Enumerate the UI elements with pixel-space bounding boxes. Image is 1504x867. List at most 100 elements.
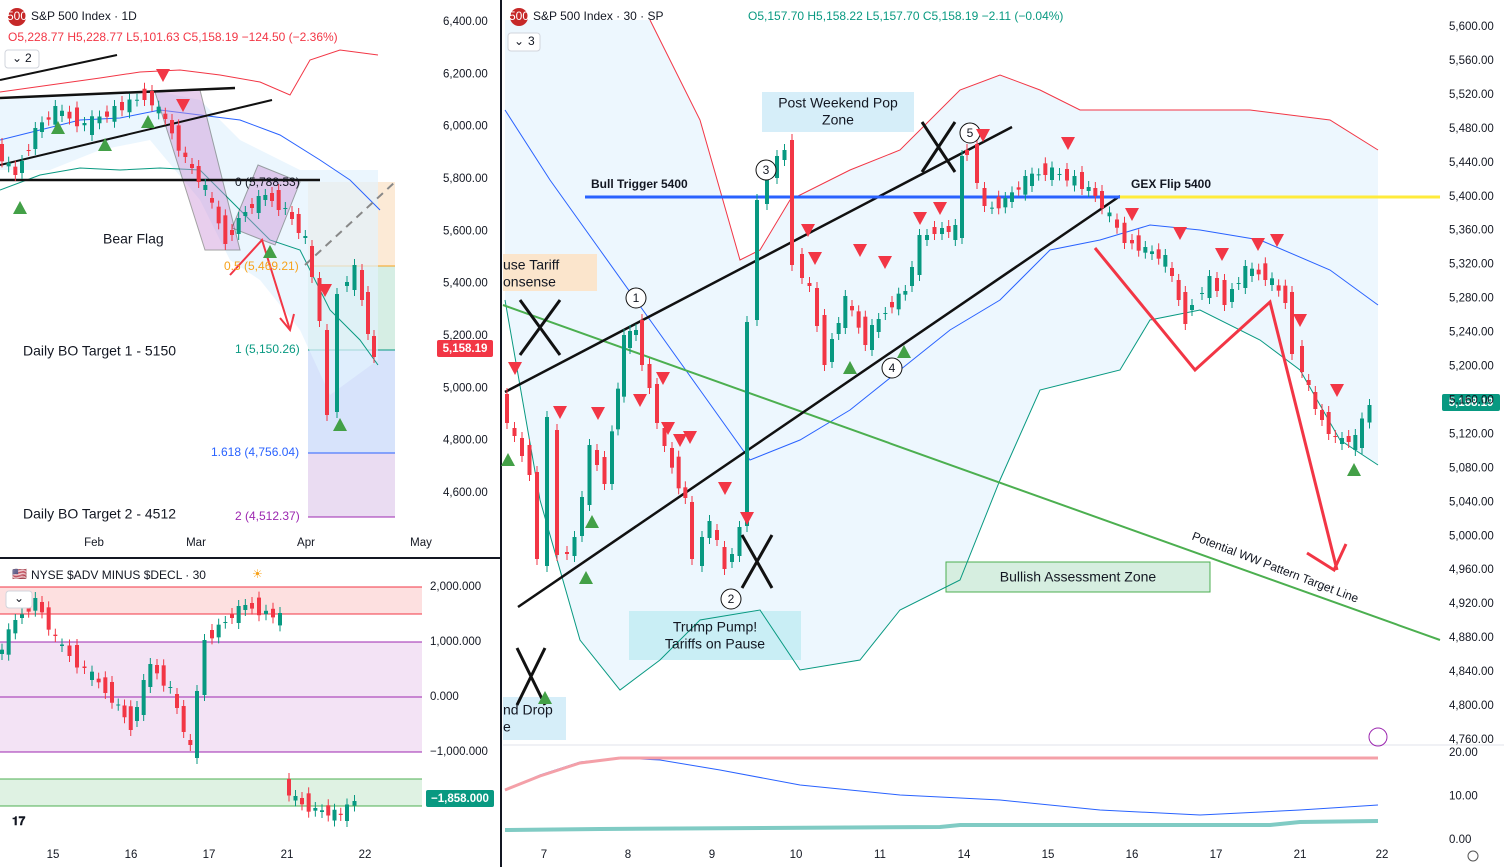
title: NYSE $ADV MINUS $DECL · 30 — [31, 568, 206, 582]
indicator-toggle[interactable] — [507, 32, 541, 52]
candle — [715, 530, 719, 540]
lower-line — [504, 819, 1379, 832]
candle — [1016, 187, 1021, 190]
candle — [116, 704, 121, 706]
candle — [595, 450, 599, 465]
wave-label: 1 — [633, 291, 640, 305]
candle — [320, 810, 324, 812]
candle — [60, 110, 64, 116]
candle — [1230, 289, 1234, 302]
value-badge-text: −1,858.000 — [431, 793, 489, 805]
fib-label: 2 (4,512.37) — [235, 509, 300, 523]
fib-label: 1 (5,150.26) — [235, 342, 300, 356]
axis-label: 0.000 — [430, 691, 459, 703]
candle — [230, 230, 234, 235]
candle — [1200, 293, 1204, 294]
ohlc-value: H5,228.77 — [67, 30, 123, 44]
settings-icon[interactable] — [1467, 850, 1479, 862]
candle — [932, 227, 937, 234]
time-label: 16 — [125, 849, 138, 861]
buy-signal — [1347, 463, 1361, 476]
time-label: 14 — [958, 849, 971, 861]
candle — [722, 547, 727, 569]
candle — [352, 801, 357, 806]
candle — [75, 645, 79, 668]
time-label: 15 — [47, 849, 60, 861]
candle — [53, 634, 58, 636]
buy-signal — [501, 453, 515, 466]
candle — [1100, 191, 1104, 209]
candle — [256, 196, 261, 213]
sell-signal — [801, 224, 815, 237]
candle — [1270, 278, 1274, 285]
candle — [616, 388, 620, 430]
indicator-count[interactable]: 2 — [25, 51, 32, 65]
candle — [683, 487, 688, 498]
time-label: 15 — [1042, 849, 1055, 861]
candle — [1250, 268, 1254, 276]
axis-label: 5,600.00 — [443, 225, 488, 237]
trend-line — [0, 99, 273, 166]
candle — [183, 152, 188, 157]
sell-signal — [656, 372, 670, 385]
candle — [75, 107, 79, 127]
candle — [53, 106, 58, 125]
candle — [903, 291, 908, 295]
axis-label: 5,400.00 — [443, 278, 488, 290]
candle — [745, 322, 749, 526]
candle — [1107, 212, 1112, 217]
time-label: 8 — [625, 849, 631, 861]
arrow-head — [279, 313, 295, 333]
candle — [960, 156, 964, 238]
candle — [223, 622, 228, 623]
ohlc-value: H5,158.22 — [807, 9, 863, 23]
candle — [587, 445, 592, 505]
sell-signal — [1270, 234, 1284, 247]
sell-signal — [976, 129, 990, 142]
band-fill — [0, 90, 378, 395]
candle — [1367, 405, 1372, 423]
candle — [535, 472, 539, 559]
sell-signal — [1251, 238, 1265, 251]
candle — [1256, 269, 1261, 275]
candle — [196, 166, 201, 182]
candle — [815, 288, 819, 326]
ohlc-value: O5,228.77 — [8, 30, 64, 44]
right-chart: 1 2 3 4 5 Post Weekend Pop Zone Bull Trigger… — [502, 8, 1504, 862]
band-middle — [504, 109, 1379, 461]
candle — [155, 665, 159, 674]
trend-line — [0, 86, 236, 100]
candle — [90, 671, 94, 680]
candle — [306, 793, 311, 812]
candle — [135, 99, 139, 101]
arrow-head — [1306, 543, 1348, 573]
indicator-toggle[interactable] — [4, 49, 40, 69]
wave-circle — [625, 287, 647, 309]
axis-label: 5,280.00 — [1449, 293, 1494, 305]
candle — [622, 335, 626, 397]
projection — [304, 181, 396, 266]
buy-signal — [98, 138, 112, 151]
sell-signal — [853, 244, 867, 257]
sell-signal — [1293, 314, 1307, 327]
annotation: Trump Pump! — [673, 619, 757, 635]
annotation: Daily BO Target 2 - 4512 — [23, 506, 176, 522]
ohlc-value: L5,101.63 — [126, 30, 180, 44]
candle — [655, 384, 659, 423]
indicator-count[interactable]: 3 — [528, 34, 535, 48]
candle — [505, 394, 509, 423]
candle — [33, 128, 38, 149]
alert-icon[interactable] — [1368, 727, 1388, 747]
icon-text: 500 — [7, 9, 27, 23]
buy-signal — [585, 515, 599, 528]
buy-signal — [333, 418, 347, 431]
band-middle — [0, 109, 381, 211]
candle — [230, 614, 234, 618]
annotation: Zone — [822, 112, 854, 128]
buy-signal — [897, 345, 911, 358]
candle — [520, 438, 524, 456]
collapse[interactable] — [5, 590, 33, 609]
annotation: GEX Flip 5400 — [1131, 177, 1211, 191]
candle — [372, 336, 376, 357]
